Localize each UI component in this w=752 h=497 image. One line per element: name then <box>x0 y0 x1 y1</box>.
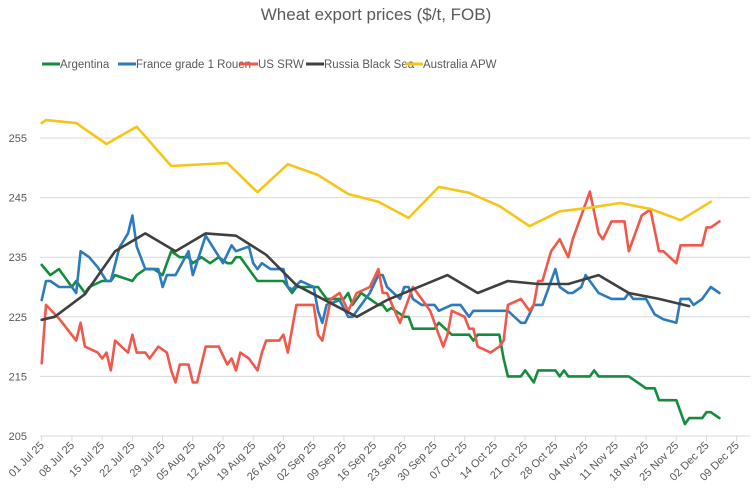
series-line-russia-black-sea <box>40 232 691 322</box>
legend-label: US SRW <box>258 59 304 71</box>
legend-item: France grade 1 Rouen <box>118 59 251 71</box>
y-axis: 205 215 225 235 245 255 <box>9 133 27 443</box>
legend: Argentina France grade 1 Rouen US SRW Russi… <box>42 59 497 71</box>
series-line-australia-apw <box>40 118 713 228</box>
legend-item: Russia Black Sea <box>306 59 415 71</box>
legend-item: Argentina <box>42 59 110 71</box>
y-tick-label: 235 <box>9 252 27 264</box>
gridlines <box>40 137 750 437</box>
series-line-france-grade-1-rouen <box>40 214 721 325</box>
legend-item: US SRW <box>240 59 304 71</box>
y-tick-label: 215 <box>9 371 27 383</box>
legend-label: France grade 1 Rouen <box>136 59 251 71</box>
legend-label: Russia Black Sea <box>324 59 415 71</box>
legend-label: Australia APW <box>423 59 497 71</box>
y-tick-label: 225 <box>9 312 27 324</box>
chart-title: Wheat export prices ($/t, FOB) <box>261 5 492 24</box>
legend-item: Australia APW <box>405 59 497 71</box>
y-tick-label: 255 <box>9 133 27 145</box>
y-tick-label: 245 <box>9 193 27 205</box>
y-tick-label: 205 <box>9 431 27 443</box>
legend-label: Argentina <box>60 59 110 71</box>
series-lines <box>40 118 721 426</box>
series-line-us-srw <box>40 190 721 384</box>
